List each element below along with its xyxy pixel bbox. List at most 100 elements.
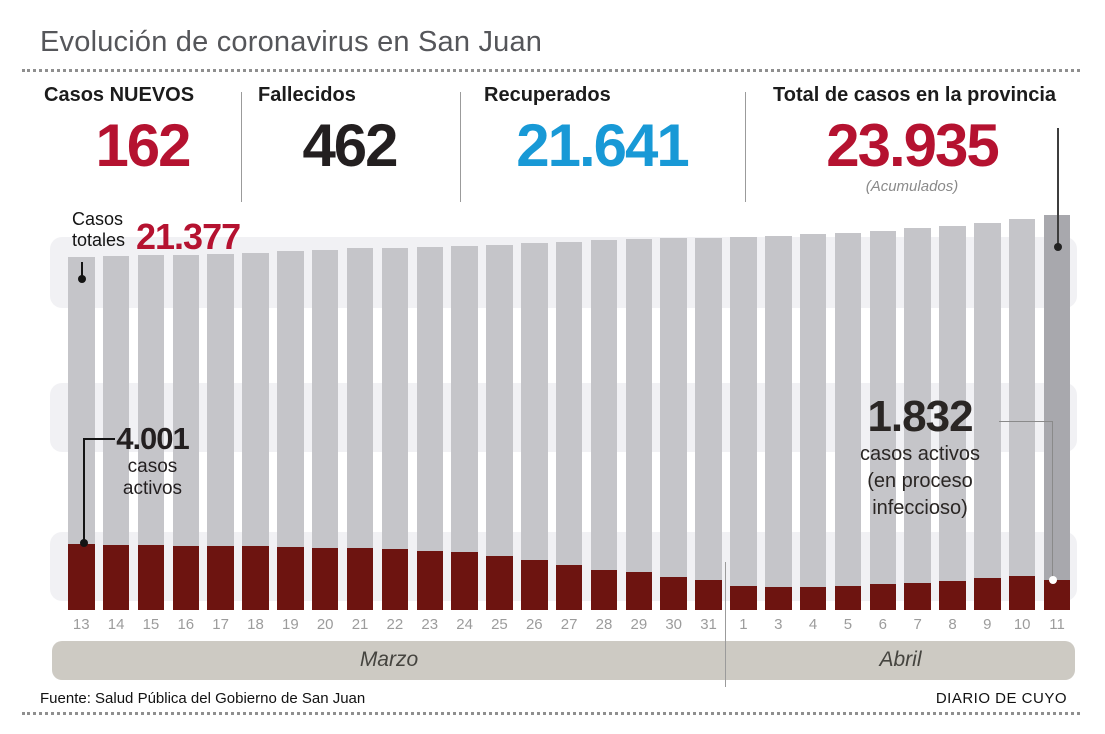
stat-value: 462 [302, 112, 398, 179]
activos-actual-value: 1.832 [867, 392, 973, 441]
bar-active-27 [555, 565, 583, 610]
activos-inicio-connector-h [83, 438, 115, 440]
bar-active-29 [625, 572, 653, 610]
bar-total-7 [904, 228, 931, 610]
bar-active-6 [869, 584, 897, 610]
bar-active-8 [939, 581, 966, 610]
bar-active-26 [521, 559, 548, 610]
activos-actual-annotation: 1.832 casos activos (en proceso infeccio… [845, 395, 995, 521]
bar-active-19 [277, 547, 304, 610]
axis-day-label: 8 [948, 616, 957, 633]
bar-total-3 [765, 235, 792, 610]
bar-total-24 [451, 245, 478, 610]
axis-day-label: 13 [72, 616, 90, 633]
axis-day-label: 11 [1049, 616, 1065, 633]
bar-active-18 [242, 546, 269, 610]
stat-value: 162 [95, 112, 191, 179]
axis-day-label: 27 [560, 616, 578, 633]
axis-day-label: 14 [107, 616, 125, 633]
bar-total-10 [1008, 219, 1036, 610]
stat-casos-nuevos: Casos NUEVOS 162 [40, 84, 245, 176]
axis-day-label: 29 [630, 616, 648, 633]
axis-day-label: 23 [421, 616, 439, 633]
activos-inicio-line2: activos [122, 477, 183, 499]
axis-day-label: 19 [282, 616, 299, 633]
casos-totales-line1: Casos [72, 209, 124, 229]
bar-total-25 [486, 244, 513, 610]
casos-totales-value: 21.377 [136, 216, 241, 257]
stat-divider [745, 92, 746, 202]
bar-active-22 [381, 549, 409, 610]
axis-day-label: 22 [386, 616, 404, 633]
stat-label: Fallecidos [258, 84, 356, 106]
bar-active-25 [486, 555, 513, 610]
bar-active-21 [346, 548, 374, 610]
casos-totales-label: Casos totales [72, 209, 125, 251]
axis-day-label: 17 [212, 616, 229, 633]
bar-active-1 [730, 586, 757, 610]
bar-active-7 [904, 583, 931, 610]
bar-active-28 [590, 570, 618, 610]
axis-day-label: 16 [177, 616, 195, 633]
activos-actual-line2: (en proceso [867, 470, 973, 493]
bar-active-11 [1043, 579, 1071, 610]
activos-actual-connector-v [1052, 421, 1053, 580]
bar-total-23 [416, 246, 443, 610]
dotted-rule-top [22, 69, 1080, 72]
activos-inicio-value: 4.001 [116, 421, 190, 456]
axis-day-label: 18 [247, 616, 264, 633]
page-title: Evolución de coronavirus en San Juan [40, 26, 543, 58]
dotted-rule-bottom [22, 712, 1080, 715]
bar-total-31 [695, 237, 722, 610]
month-divider-line [725, 562, 726, 687]
activos-actual-connector-h [999, 421, 1053, 422]
casos-totales-pointer-line [81, 262, 83, 277]
month-label-abril: Abril [879, 648, 922, 671]
bar-active-4 [799, 586, 827, 610]
bar-active-15 [137, 545, 165, 610]
activos-inicio-line1: casos [127, 455, 178, 477]
bar-total-28 [590, 240, 618, 610]
activos-inicio-annotation: 4.001 casos activos [95, 421, 210, 500]
axis-day-label: 4 [808, 616, 818, 633]
bar-total-8 [939, 226, 966, 610]
stat-divider [460, 92, 461, 202]
bar-total-30 [660, 238, 687, 610]
axis-day-label: 25 [491, 616, 508, 633]
axis-day-label: 28 [595, 616, 613, 633]
bar-total-6 [869, 230, 897, 610]
axis-day-label: 21 [351, 616, 369, 633]
activos-actual-line1: casos activos [859, 443, 981, 465]
axis-day-label: 1 [739, 616, 748, 633]
bar-total-29 [625, 239, 653, 610]
axis-day-label: 3 [774, 616, 783, 633]
axis-day-label: 5 [843, 616, 853, 633]
activos-inicio-connector-dot [80, 539, 88, 547]
activos-inicio-connector-v [83, 438, 85, 542]
month-label-marzo: Marzo [359, 648, 419, 671]
axis-day-label: 30 [665, 616, 683, 633]
bar-total-11 [1043, 214, 1071, 610]
stat-fallecidos: Fallecidos 462 [242, 84, 457, 176]
bar-active-17 [207, 546, 234, 610]
axis-day-label: 7 [913, 616, 922, 633]
bar-active-31 [695, 579, 722, 610]
axis-day-label: 20 [316, 616, 334, 633]
bar-active-24 [451, 552, 478, 610]
stat-note: (Acumulados) [865, 178, 959, 196]
stat-divider [241, 92, 242, 202]
stat-total-provincia: Total de casos en la provincia 23.935 (A… [747, 84, 1077, 195]
stat-value: 23.935 [826, 112, 1000, 179]
month-band [52, 641, 1075, 680]
bar-total-4 [799, 234, 827, 610]
bar-total-27 [555, 241, 583, 610]
source-credit: Fuente: Salud Pública del Gobierno de Sa… [40, 690, 366, 707]
stat-recuperados: Recuperados 21.641 [462, 84, 742, 176]
stat-label: Total de casos en la provincia [773, 84, 1057, 106]
total-connector-dot [1054, 243, 1062, 251]
axis-day-label: 31 [700, 616, 717, 633]
total-connector-line [1057, 128, 1059, 247]
bar-active-14 [102, 544, 130, 610]
